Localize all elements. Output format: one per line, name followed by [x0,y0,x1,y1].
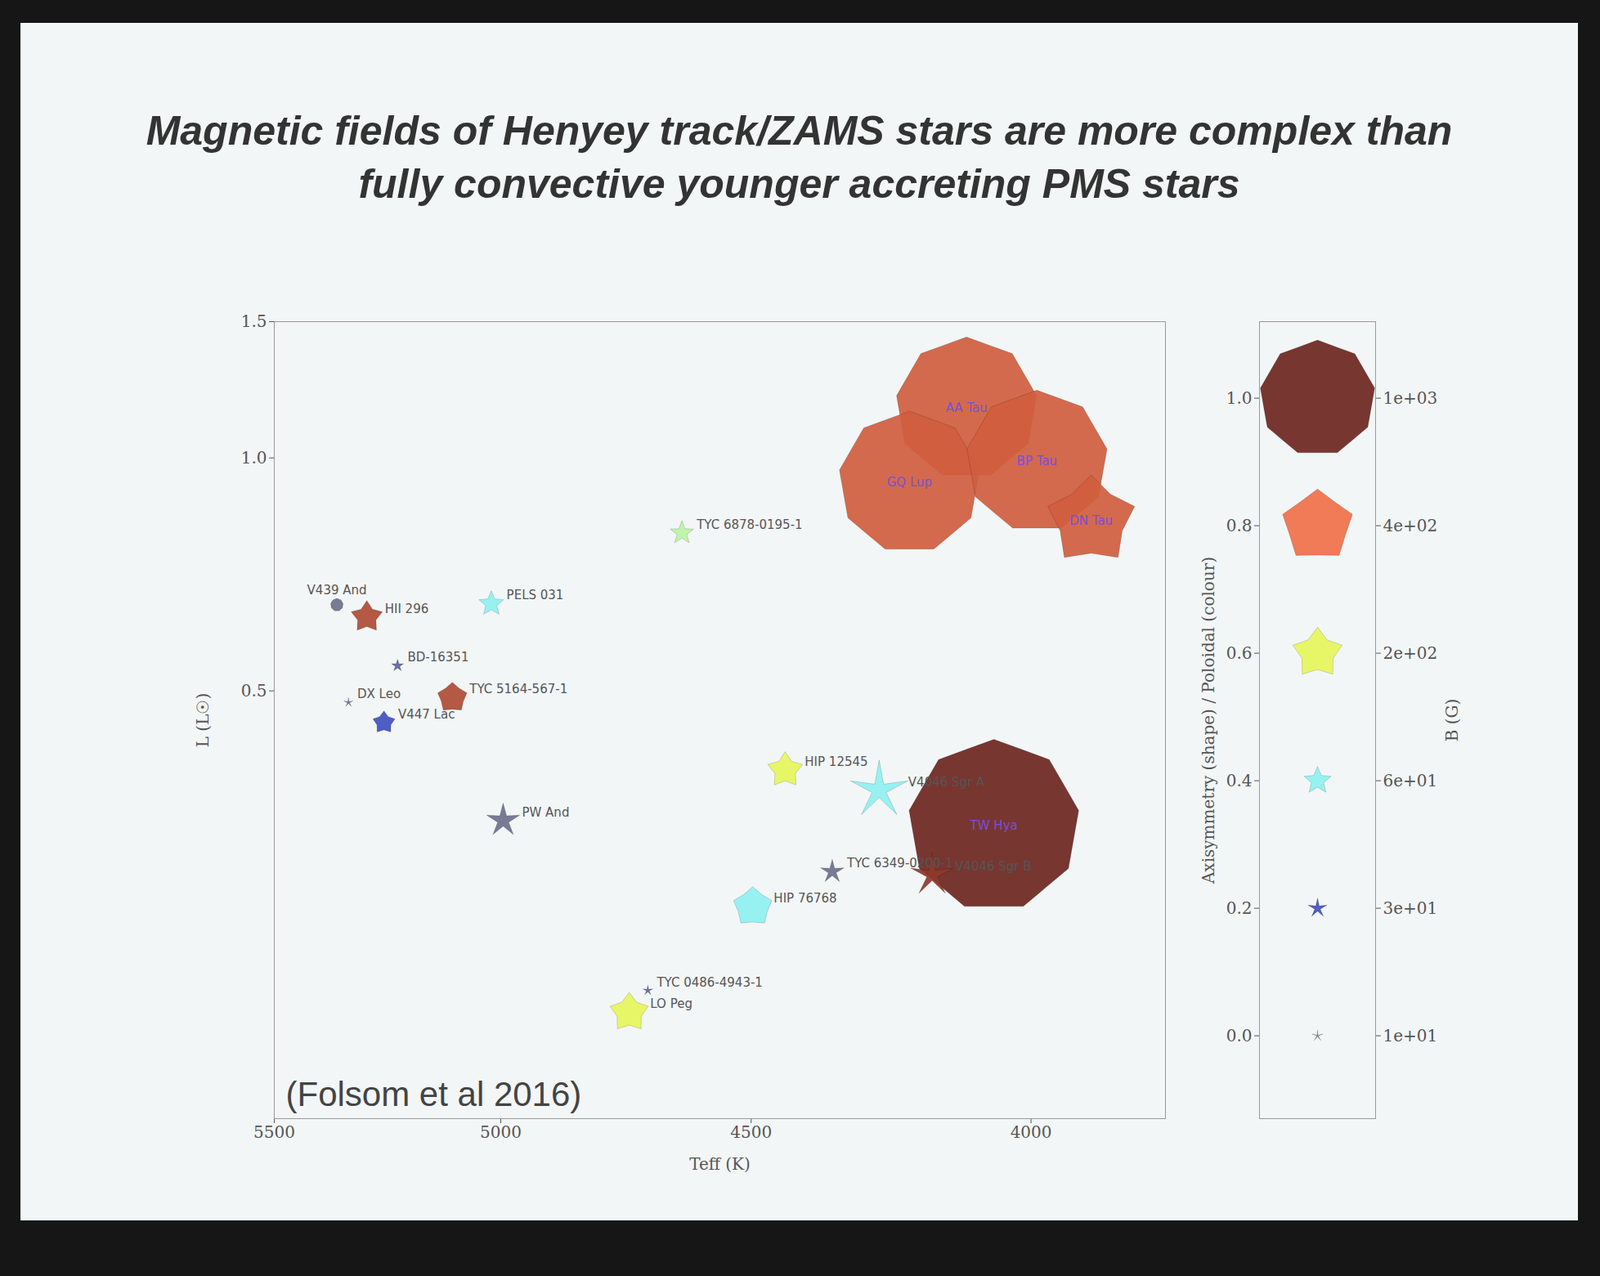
svg-text:DN Tau: DN Tau [1069,513,1113,529]
svg-text:6e+01: 6e+01 [1383,770,1439,791]
svg-text:5000: 5000 [479,1122,522,1143]
html-text:Magnetic fields of Henyey trac: Magnetic fields of Henyey track/ZAMS sta… [146,107,1453,207]
svg-text:V439 And: V439 And [307,582,368,598]
svg-text:HIP 12545: HIP 12545 [804,754,868,770]
svg-text:GQ Lup: GQ Lup [887,475,933,490]
svg-text:2e+02: 2e+02 [1383,643,1439,664]
svg-text:Teff (K): Teff (K) [689,1154,751,1175]
svg-text:TW Hya: TW Hya [969,818,1018,834]
svg-text:BP Tau: BP Tau [1017,453,1058,469]
svg-text:(Folsom et al 2016): (Folsom et al 2016) [286,1075,583,1114]
svg-text:1.0: 1.0 [1226,388,1253,408]
svg-text:L (L☉): L (L☉) [192,693,213,749]
svg-text:PW And: PW And [521,805,570,821]
svg-text:4500: 4500 [730,1122,772,1143]
svg-text:HIP 76768: HIP 76768 [773,891,837,906]
svg-text:TYC 6349-0200-1: TYC 6349-0200-1 [846,856,953,871]
svg-text:V4046 Sgr A: V4046 Sgr A [908,775,986,790]
svg-text:1e+03: 1e+03 [1383,388,1439,408]
svg-text:TYC 6878-0195-1: TYC 6878-0195-1 [695,517,803,533]
svg-text:LO Peg: LO Peg [649,996,693,1012]
svg-text:1.0: 1.0 [241,448,268,468]
svg-text:1.5: 1.5 [241,311,268,332]
svg-text:0.8: 0.8 [1226,515,1253,536]
svg-text:HII 296: HII 296 [385,601,430,617]
svg-text:1e+01: 1e+01 [1383,1026,1439,1046]
svg-text:DX Leo: DX Leo [357,686,401,702]
svg-text:0.0: 0.0 [1226,1026,1253,1046]
svg-text:PELS 031: PELS 031 [506,587,565,603]
svg-text:0.6: 0.6 [1226,643,1253,664]
svg-text:0.2: 0.2 [1226,898,1253,919]
svg-text:B (G): B (G) [1442,699,1462,743]
svg-text:3e+01: 3e+01 [1383,898,1439,919]
svg-text:0.5: 0.5 [241,681,268,701]
svg-text:0.4: 0.4 [1226,770,1253,791]
svg-text:V447 Lac: V447 Lac [398,707,455,722]
svg-text:TYC 5164-567-1: TYC 5164-567-1 [468,681,568,697]
svg-text:4e+02: 4e+02 [1383,515,1439,536]
svg-text:4000: 4000 [1010,1122,1053,1143]
svg-text:Axisymmetry (shape) / Poloidal: Axisymmetry (shape) / Poloidal (colour) [1198,556,1219,885]
svg-text:5500: 5500 [253,1122,296,1143]
svg-text:BD-16351: BD-16351 [407,649,469,665]
svg-text:AA Tau: AA Tau [945,400,988,416]
svg-text:TYC 0486-4943-1: TYC 0486-4943-1 [655,975,762,991]
svg-text:V4046 Sgr B: V4046 Sgr B [954,859,1031,874]
